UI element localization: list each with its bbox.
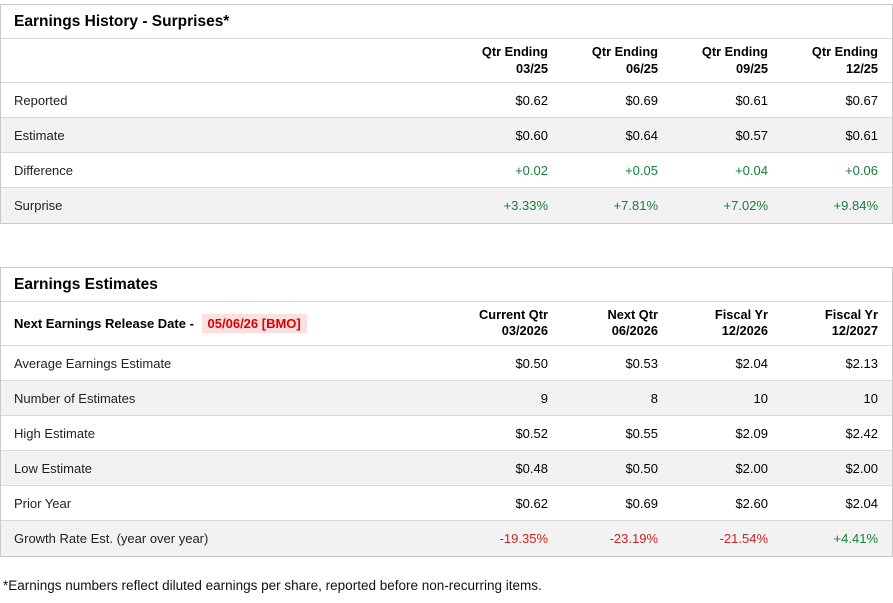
column-header: Fiscal Yr 12/2026 — [714, 306, 768, 339]
table-row: Prior Year $0.62 $0.69 $2.60 $2.04 — [1, 485, 892, 521]
cell-value: 9 — [540, 390, 548, 406]
table-row: Low Estimate $0.48 $0.50 $2.00 $2.00 — [1, 450, 892, 486]
earnings-history-panel: Earnings History - Surprises* Qtr Ending… — [0, 4, 893, 224]
earnings-history-title: Earnings History - Surprises* — [1, 5, 892, 39]
cell-value: -19.35% — [499, 530, 548, 546]
row-label: Growth Rate Est. (year over year) — [14, 530, 209, 546]
next-earnings-release-date-badge: 05/06/26 [BMO] — [201, 313, 307, 333]
cell-value: +0.05 — [625, 162, 658, 178]
earnings-estimates-table: Next Earnings Release Date - 05/06/26 [B… — [1, 302, 892, 556]
cell-value: +9.84% — [833, 198, 878, 213]
cell-value: $2.42 — [845, 425, 878, 441]
cell-value: -21.54% — [719, 530, 768, 546]
row-label: Number of Estimates — [14, 390, 136, 406]
cell-value: $0.69 — [625, 495, 658, 511]
table-row: Estimate $0.60 $0.64 $0.57 $0.61 — [1, 117, 892, 153]
table-row: Difference +0.02 +0.05 +0.04 +0.06 — [1, 152, 892, 188]
column-header: Qtr Ending 06/25 — [591, 44, 658, 76]
table-row: Growth Rate Est. (year over year) -19.35%… — [1, 520, 892, 556]
cell-value: +3.33% — [503, 198, 548, 213]
cell-value: $0.50 — [625, 460, 658, 476]
empty-header-cell — [1, 39, 452, 83]
earnings-estimates-header-row: Next Earnings Release Date - 05/06/26 [B… — [1, 302, 892, 346]
cell-value: +7.02% — [723, 198, 768, 213]
cell-value: $0.50 — [515, 355, 548, 371]
next-earnings-release-cell: Next Earnings Release Date - 05/06/26 [B… — [1, 302, 452, 346]
earnings-estimates-title: Earnings Estimates — [1, 268, 892, 302]
earnings-history-body: Reported $0.62 $0.69 $0.61 $0.67 Estimate $0.6… — [1, 83, 892, 223]
row-label: Prior Year — [14, 495, 72, 511]
cell-value: $2.00 — [735, 460, 768, 476]
cell-value: $0.52 — [515, 425, 548, 441]
row-label: Average Earnings Estimate — [14, 355, 172, 371]
cell-value: $0.53 — [625, 355, 658, 371]
cell-value: $2.09 — [735, 425, 768, 441]
row-label: Surprise — [14, 198, 63, 213]
earnings-estimates-panel: Earnings Estimates Next Earnings Release… — [0, 266, 893, 557]
table-row: High Estimate $0.52 $0.55 $2.09 $2.42 — [1, 415, 892, 451]
cell-value: +0.02 — [515, 162, 548, 178]
cell-value: $0.64 — [625, 127, 658, 143]
earnings-estimates-body: Average Earnings Estimate $0.50 $0.53 $2.04… — [1, 346, 892, 556]
row-label: Difference — [14, 162, 74, 178]
cell-value: 10 — [753, 390, 768, 406]
table-row: Number of Estimates 9 8 10 10 — [1, 380, 892, 416]
cell-value: $2.00 — [845, 460, 878, 476]
cell-value: $0.69 — [625, 92, 658, 108]
cell-value: +0.04 — [735, 162, 768, 178]
cell-value: 8 — [650, 390, 658, 406]
table-row: Average Earnings Estimate $0.50 $0.53 $2.04… — [1, 346, 892, 381]
column-header: Qtr Ending 09/25 — [701, 44, 768, 76]
cell-value: $0.61 — [735, 92, 768, 108]
cell-value: $0.55 — [625, 425, 658, 441]
table-row: Surprise +3.33% +7.81% +7.02% +9.84% — [1, 187, 892, 223]
row-label: Low Estimate — [14, 460, 93, 476]
row-label: Reported — [14, 92, 68, 108]
cell-value: $0.67 — [845, 92, 878, 108]
column-header: Qtr Ending 12/25 — [811, 44, 878, 76]
cell-value: +4.41% — [833, 530, 878, 546]
column-header: Next Qtr 06/2026 — [607, 306, 659, 339]
cell-value: $0.61 — [845, 127, 878, 143]
cell-value: +0.06 — [845, 162, 878, 178]
cell-value: $0.48 — [515, 460, 548, 476]
row-label: Estimate — [14, 127, 65, 143]
cell-value: $0.62 — [515, 495, 548, 511]
earnings-footnote: *Earnings numbers reflect diluted earnin… — [3, 577, 542, 593]
earnings-history-table: Qtr Ending 03/25 Qtr Ending 06/25 Qtr Ending… — [1, 39, 892, 223]
cell-value: +7.81% — [613, 198, 658, 213]
table-row: Reported $0.62 $0.69 $0.61 $0.67 — [1, 83, 892, 118]
next-earnings-release-label: Next Earnings Release Date - — [14, 315, 194, 331]
column-header: Fiscal Yr 12/2027 — [824, 306, 878, 339]
column-header: Current Qtr 03/2026 — [479, 306, 548, 339]
cell-value: $0.57 — [735, 127, 768, 143]
cell-value: $2.04 — [845, 495, 878, 511]
cell-value: $0.60 — [515, 127, 548, 143]
cell-value: $2.13 — [845, 355, 878, 371]
earnings-history-header-row: Qtr Ending 03/25 Qtr Ending 06/25 Qtr Ending… — [1, 39, 892, 83]
cell-value: $0.62 — [515, 92, 548, 108]
cell-value: $2.04 — [735, 355, 768, 371]
cell-value: $2.60 — [735, 495, 768, 511]
cell-value: -23.19% — [609, 530, 658, 546]
cell-value: 10 — [863, 390, 878, 406]
column-header: Qtr Ending 03/25 — [481, 44, 548, 76]
row-label: High Estimate — [14, 425, 95, 441]
